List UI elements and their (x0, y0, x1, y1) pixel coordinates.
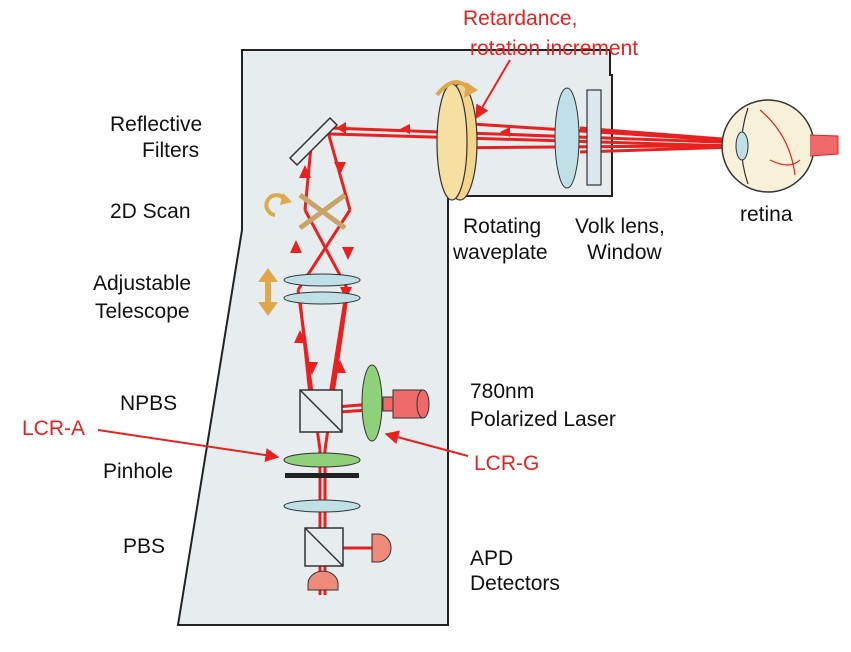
volk-label-line1: Volk lens, (575, 215, 665, 238)
pbs-label: PBS (123, 535, 165, 558)
volk-lens-window (554, 87, 602, 189)
lcr-g-element (361, 364, 383, 442)
laser-label-line1: 780nm (470, 380, 534, 403)
lcr-a-label: LCR-A (22, 417, 85, 440)
lcr-g-label: LCR-G (474, 452, 539, 475)
reflective-filter-mirror (288, 116, 339, 167)
reflective-label-line2: Filters (142, 139, 199, 162)
retina-label: retina (740, 203, 793, 226)
apd-label-line2: Detectors (470, 572, 560, 595)
retardance-pointer (475, 59, 511, 120)
pbs-cube (304, 527, 344, 567)
lcr-a-pointer (97, 429, 280, 463)
retardance-label-line1: Retardance, (463, 7, 577, 30)
adjustable-label-line1: Adjustable (93, 272, 191, 295)
apd-detectors (307, 533, 392, 591)
rotating-label-line2: waveplate (452, 241, 548, 264)
scan-label: 2D Scan (110, 200, 191, 223)
telescope-lenses (283, 273, 361, 305)
laser-source (382, 389, 430, 419)
volk-label-line2: Window (587, 241, 663, 264)
npbs-label: NPBS (120, 392, 177, 415)
rotating-waveplate (436, 83, 478, 201)
retardance-label-line2: rotation increment (470, 37, 638, 60)
pinhole-label: Pinhole (103, 460, 173, 483)
waveplate-rotation-arrow-head (464, 82, 478, 98)
reflective-label-line1: Reflective (110, 113, 202, 136)
telescope-adjust-arrow-icon (258, 268, 278, 316)
pinhole-lens (283, 499, 361, 513)
lcr-g-pointer (384, 430, 469, 457)
scan-mirrors (298, 192, 347, 231)
pinhole-plate (285, 473, 359, 478)
adjustable-label-line2: Telescope (95, 300, 190, 323)
instrument-housing (176, 49, 613, 626)
npbs-cube (299, 389, 343, 433)
laser-label-line2: Polarized Laser (470, 408, 616, 431)
lcr-a-element (283, 452, 361, 468)
scan-rotation-arrow-head (280, 193, 292, 205)
eye-retina (721, 99, 839, 193)
scan-rotation-arrow-icon (264, 193, 287, 217)
apd-label-line1: APD (470, 547, 513, 570)
rotating-label-line1: Rotating (463, 215, 541, 238)
